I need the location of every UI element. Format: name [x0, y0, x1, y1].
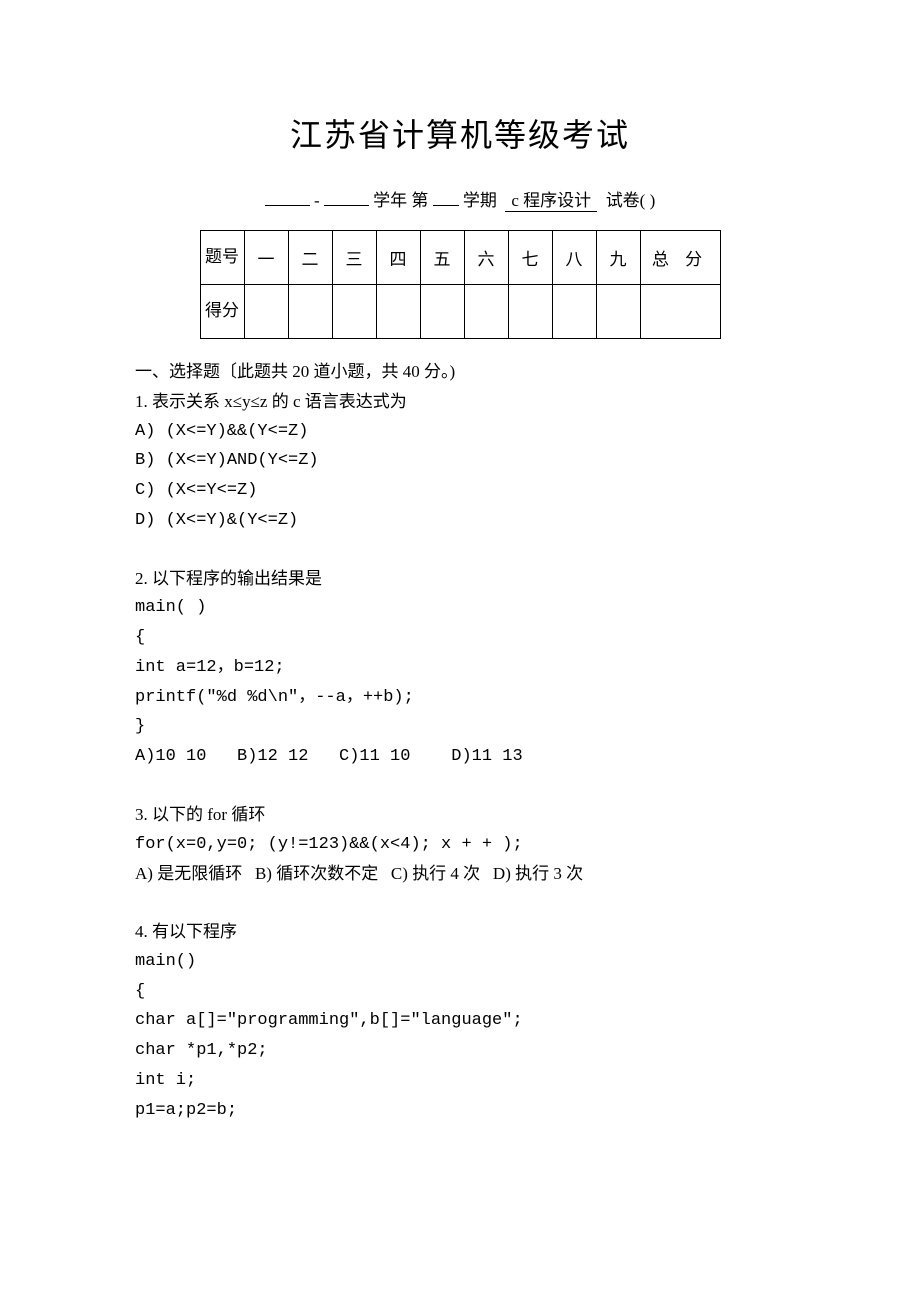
year-sep: -	[314, 191, 320, 210]
q4-stem: 4. 有以下程序	[135, 917, 785, 947]
q2-code-line: int a=12，b=12;	[135, 653, 785, 683]
score-cell	[332, 285, 376, 339]
q2-code-line: {	[135, 623, 785, 653]
col-1: 一	[244, 231, 288, 285]
subtitle-line: - 学年 第 学期 c 程序设计 试卷( )	[135, 186, 785, 212]
table-row: 题号 一 二 三 四 五 六 七 八 九 总 分	[200, 231, 720, 285]
score-cell	[596, 285, 640, 339]
q1-opt-d: D) (X<=Y)&(Y<=Z)	[135, 506, 785, 536]
col-8: 八	[552, 231, 596, 285]
q2-code-line: printf("%d %d\n"，--a，++b);	[135, 683, 785, 713]
score-cell	[420, 285, 464, 339]
col-7: 七	[508, 231, 552, 285]
col-9: 九	[596, 231, 640, 285]
subtitle-t3: 试卷( )	[606, 191, 656, 210]
score-cell	[640, 285, 720, 339]
row-label-question: 题号	[200, 231, 244, 285]
table-row: 得分	[200, 285, 720, 339]
q4-code-line: char *p1,*p2;	[135, 1036, 785, 1066]
question-4: 4. 有以下程序 main() { char a[]="programming"…	[135, 917, 785, 1125]
question-1: 1. 表示关系 x≤y≤z 的 c 语言表达式为 A) (X<=Y)&&(Y<=…	[135, 387, 785, 536]
score-cell	[464, 285, 508, 339]
q2-code-line: }	[135, 712, 785, 742]
q3-options: A) 是无限循环 B) 循环次数不定 C) 执行 4 次 D) 执行 3 次	[135, 859, 785, 889]
blank-semester	[433, 188, 459, 206]
q4-code-line: main()	[135, 947, 785, 977]
question-2: 2. 以下程序的输出结果是 main( ) { int a=12，b=12; p…	[135, 564, 785, 772]
q1-opt-c: C) (X<=Y<=Z)	[135, 476, 785, 506]
q4-code-line: int i;	[135, 1066, 785, 1096]
subtitle-t1: 学年 第	[373, 191, 428, 210]
col-3: 三	[332, 231, 376, 285]
q4-code-line: char a[]="programming",b[]="language";	[135, 1006, 785, 1036]
q4-code-line: p1=a;p2=b;	[135, 1096, 785, 1126]
q1-opt-a: A) (X<=Y)&&(Y<=Z)	[135, 417, 785, 447]
q1-stem: 1. 表示关系 x≤y≤z 的 c 语言表达式为	[135, 387, 785, 417]
score-cell	[508, 285, 552, 339]
q2-code-line: main( )	[135, 593, 785, 623]
content-body: 一、选择题〔此题共 20 道小题，共 40 分。) 1. 表示关系 x≤y≤z …	[135, 357, 785, 1125]
blank-year-start	[265, 188, 310, 206]
q4-code-line: {	[135, 977, 785, 1007]
score-cell	[288, 285, 332, 339]
q2-stem: 2. 以下程序的输出结果是	[135, 564, 785, 594]
q2-options: A)10 10 B)12 12 C)11 10 D)11 13	[135, 742, 785, 772]
score-table: 题号 一 二 三 四 五 六 七 八 九 总 分 得分	[200, 230, 721, 339]
subtitle-t2: 学期	[463, 191, 497, 210]
col-5: 五	[420, 231, 464, 285]
col-total: 总 分	[640, 231, 720, 285]
blank-year-end	[324, 188, 369, 206]
q1-opt-b: B) (X<=Y)AND(Y<=Z)	[135, 446, 785, 476]
course-name: c 程序设计	[505, 186, 597, 212]
score-cell	[376, 285, 420, 339]
score-cell	[244, 285, 288, 339]
col-2: 二	[288, 231, 332, 285]
col-6: 六	[464, 231, 508, 285]
question-3: 3. 以下的 for 循环 for(x=0,y=0; (y!=123)&&(x<…	[135, 800, 785, 889]
score-cell	[552, 285, 596, 339]
row-label-score: 得分	[200, 285, 244, 339]
q3-code-line: for(x=0,y=0; (y!=123)&&(x<4); x + + );	[135, 830, 785, 860]
q3-stem: 3. 以下的 for 循环	[135, 800, 785, 830]
page-title: 江苏省计算机等级考试	[135, 110, 785, 156]
col-4: 四	[376, 231, 420, 285]
section-1-header: 一、选择题〔此题共 20 道小题，共 40 分。)	[135, 357, 785, 387]
